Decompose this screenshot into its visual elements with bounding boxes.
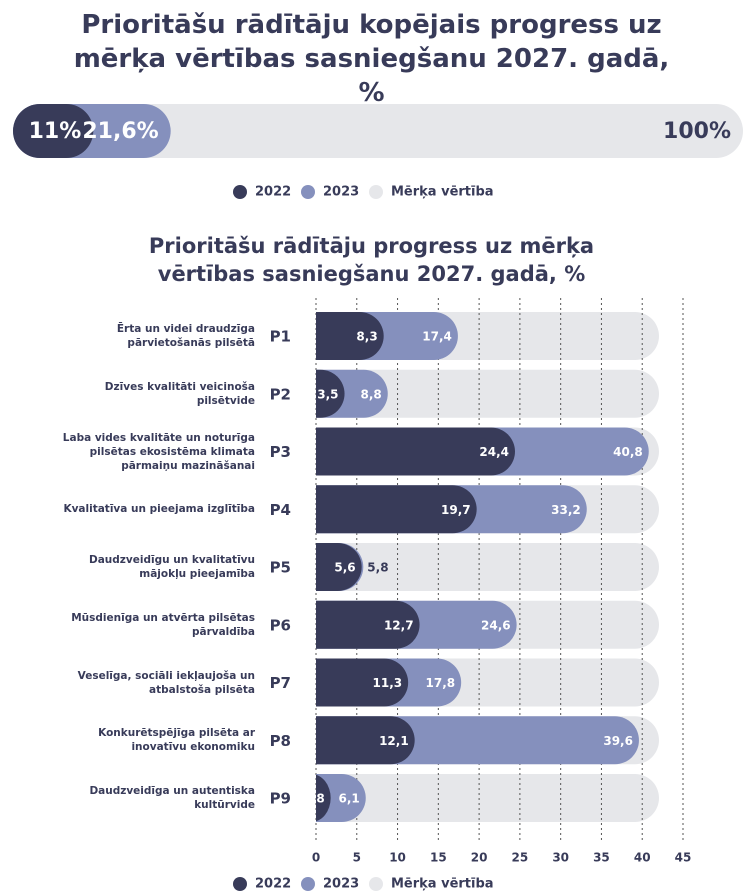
category-label: Veselīga, sociāli iekļaujoša un atbalsto… — [77, 669, 255, 696]
bar — [316, 716, 415, 765]
legend-label: 2022 — [255, 877, 291, 892]
category-label: Konkurētspējīga pilsēta ar inovatīvu eko… — [98, 727, 255, 754]
value-label: 21,6% — [82, 119, 158, 144]
bar — [316, 774, 366, 822]
category-label: Daudzveidīga un autentiska kultūrvide — [89, 785, 255, 811]
value-label: 3,5 — [317, 387, 338, 401]
bar — [316, 543, 362, 591]
x-tick-label: 5 — [353, 851, 361, 865]
category-code: P9 — [270, 790, 291, 808]
bar — [316, 774, 331, 822]
bar — [316, 369, 345, 418]
chart-title: Prioritāšu rādītāju progress uz mērķa vē… — [148, 234, 595, 286]
category-code: P3 — [270, 443, 291, 461]
category-code: P7 — [270, 674, 291, 692]
x-tick-label: 40 — [634, 851, 651, 865]
value-label: 5,8 — [367, 561, 388, 575]
x-tick-label: 10 — [389, 851, 406, 865]
value-label: 24,6 — [481, 618, 511, 632]
value-label: 19,7 — [441, 503, 471, 517]
category-label: Dzīves kvalitāti veicinoša pilsētvide — [104, 380, 255, 407]
legend-label: 2023 — [323, 185, 359, 200]
value-label: 11,3 — [373, 676, 403, 690]
value-label: 17,8 — [426, 676, 456, 690]
target-bar — [316, 369, 659, 418]
legend-label: 2023 — [323, 877, 359, 892]
category-code: P1 — [270, 328, 291, 346]
legend-label: 2022 — [255, 185, 291, 200]
value-label: 12,7 — [384, 618, 414, 632]
legend-swatch — [233, 185, 247, 199]
x-tick-label: 25 — [512, 851, 529, 865]
bar — [316, 312, 384, 360]
x-tick-label: 0 — [312, 851, 320, 865]
x-tick-label: 15 — [430, 851, 447, 865]
value-label: 33,2 — [551, 503, 581, 517]
value-label: 100% — [663, 119, 731, 144]
target-bar — [316, 543, 659, 591]
category-code: P2 — [270, 385, 291, 403]
category-label: Ērta un videi draudzīga pārvietošanās pi… — [116, 323, 255, 349]
value-label: 39,6 — [603, 734, 633, 748]
value-label: 8,8 — [361, 387, 382, 401]
value-label: 12,1 — [379, 734, 409, 748]
value-label: 17,4 — [422, 330, 452, 344]
x-tick-label: 45 — [675, 851, 692, 865]
target-bar — [316, 774, 659, 822]
progress-bar — [13, 104, 94, 158]
chart-title: Prioritāšu rādītāju kopējais progress uz… — [73, 10, 670, 108]
progress-bar — [13, 104, 743, 158]
value-label: 5,6 — [334, 561, 355, 575]
category-label: Daudzveidīgu un kvalitatīvu mājokļu piee… — [89, 554, 255, 580]
legend-swatch — [233, 877, 247, 891]
bar — [316, 600, 420, 649]
category-code: P5 — [270, 559, 291, 577]
x-tick-label: 30 — [552, 851, 569, 865]
legend-swatch — [369, 185, 383, 199]
category-label: Laba vides kvalitāte un noturīga pilsēta… — [62, 431, 255, 472]
legend-label: Mērķa vērtība — [391, 877, 494, 892]
value-label: 8,3 — [356, 330, 377, 344]
category-label: Mūsdienīga un atvērta pilsētas pārvaldīb… — [71, 611, 255, 638]
category-code: P8 — [270, 732, 291, 750]
legend-swatch — [369, 877, 383, 891]
value-label: 6,1 — [338, 792, 359, 806]
value-label: 24,4 — [479, 445, 509, 459]
category-code: P4 — [270, 501, 291, 519]
bar — [316, 658, 409, 707]
value-label: 40,8 — [613, 445, 643, 459]
bar — [316, 485, 477, 534]
bar — [316, 427, 515, 476]
category-label: Kvalitatīva un pieejama izglītība — [63, 503, 255, 516]
legend-label: Mērķa vērtība — [391, 185, 494, 200]
value-label: 11% — [29, 119, 82, 144]
value-label: 1,8 — [303, 792, 324, 806]
legend-swatch — [301, 877, 315, 891]
category-code: P6 — [270, 616, 291, 634]
legend-swatch — [301, 185, 315, 199]
x-tick-label: 20 — [471, 851, 488, 865]
x-tick-label: 35 — [593, 851, 610, 865]
